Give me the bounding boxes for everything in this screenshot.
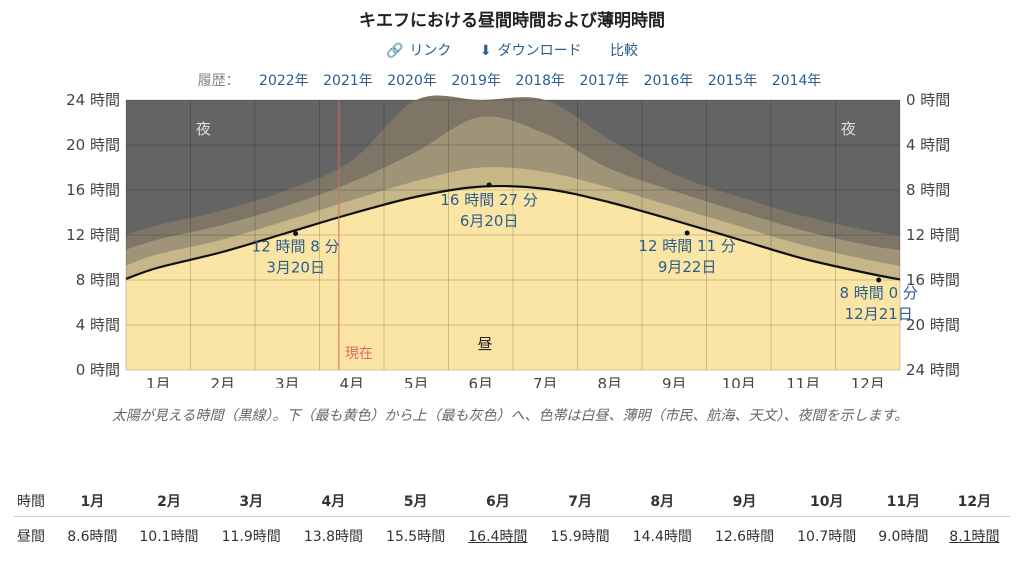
annotation-date: 9月22日 xyxy=(658,258,717,276)
table-cell: 15.9時間 xyxy=(550,529,610,545)
table-header-month: 1月 xyxy=(56,486,128,517)
table-cell: 13.8時間 xyxy=(303,529,363,545)
x-tick-month: 1月 xyxy=(146,375,171,388)
daylight-band xyxy=(126,186,900,370)
x-tick-month: 8月 xyxy=(597,375,622,388)
table-cell: 15.5時間 xyxy=(386,529,446,545)
table-row-label: 昼間 xyxy=(17,529,45,545)
annotation-point xyxy=(684,230,690,236)
daylight-line xyxy=(125,184,901,281)
table-header-month: 12月 xyxy=(938,486,1010,517)
y-tick-left: 0 時間 xyxy=(76,361,120,379)
daylight-chart: 現在 12 時間 8 分 3月20日 16 時間 27 分 6月20日 12 時間 11 … xyxy=(66,91,960,388)
y-tick-left: 4 時間 xyxy=(76,316,120,334)
x-tick-month: 9月 xyxy=(662,375,687,388)
y-tick-right: 12 時間 xyxy=(906,226,960,244)
table-cell: 11.9時間 xyxy=(221,529,281,545)
annotation-date: 6月20日 xyxy=(460,212,519,230)
history-nav: 履歴： 2022年 2021年 2020年 2019年 2018年 2017年 … xyxy=(0,70,1024,90)
table-header-label: 時間 xyxy=(14,486,57,517)
x-tick-month: 6月 xyxy=(468,375,493,388)
x-tick-month: 5月 xyxy=(404,375,429,388)
x-tick-month: 7月 xyxy=(533,375,558,388)
table-header-month: 5月 xyxy=(374,486,457,517)
link-icon: 🔗 xyxy=(385,43,404,59)
history-year-link[interactable]: 2022年 xyxy=(259,73,309,89)
link-button[interactable]: 🔗 リンク xyxy=(386,43,451,59)
table-header-month: 3月 xyxy=(210,486,293,517)
x-tick-month: 10月 xyxy=(722,375,756,388)
table-header-month: 4月 xyxy=(292,486,375,517)
table-header-month: 9月 xyxy=(703,486,786,517)
y-tick-right: 24 時間 xyxy=(906,361,960,379)
table-header-month: 11月 xyxy=(867,486,939,517)
night-label: 夜 xyxy=(196,120,211,138)
x-tick-month: 3月 xyxy=(275,375,300,388)
annotation-duration: 12 時間 11 分 xyxy=(638,237,735,255)
y-tick-left: 24 時間 xyxy=(66,91,120,109)
table-header-month: 7月 xyxy=(538,486,622,517)
annotation-point xyxy=(486,182,492,188)
history-year-link[interactable]: 2017年 xyxy=(579,73,630,89)
y-tick-right: 8 時間 xyxy=(906,181,950,199)
download-label: ダウンロード xyxy=(497,43,582,59)
chart-actions: 🔗 リンク ⬇ ダウンロード 比較 xyxy=(0,40,1024,60)
history-year-link[interactable]: 2014年 xyxy=(771,73,822,89)
day-label: 昼 xyxy=(477,335,492,353)
annotation-point xyxy=(876,277,882,283)
night-label: 夜 xyxy=(841,120,856,138)
table-cell: 9.0時間 xyxy=(878,529,929,545)
download-button[interactable]: ⬇ ダウンロード xyxy=(480,43,582,59)
annotation-duration: 12 時間 8 分 xyxy=(252,238,340,256)
x-tick-month: 2月 xyxy=(210,375,235,388)
daylight-table: 時間 1月 2月 3月 4月 5月 6月 7月 8月 9月 10月 11月 12… xyxy=(14,486,1010,555)
table-header-month: 8月 xyxy=(621,486,704,517)
y-tick-right: 0 時間 xyxy=(906,91,950,109)
annotation-date: 3月20日 xyxy=(266,259,325,277)
table-cell: 10.1時間 xyxy=(139,529,199,545)
table-header-month: 10月 xyxy=(785,486,868,517)
y-tick-left: 20 時間 xyxy=(66,136,120,154)
table-cell: 12.6時間 xyxy=(714,529,775,545)
now-label: 現在 xyxy=(345,346,373,362)
x-tick-month: 12月 xyxy=(851,375,885,388)
table-header-month: 2月 xyxy=(127,486,211,517)
annotation-duration: 8 時間 0 分 xyxy=(840,284,918,302)
table-cell: 14.4時間 xyxy=(632,529,692,545)
history-year-link[interactable]: 2015年 xyxy=(707,73,758,89)
history-year-link[interactable]: 2020年 xyxy=(387,73,437,89)
table-cell: 8.6時間 xyxy=(67,529,118,545)
page-title: キエフにおける昼間時間および薄明時間 xyxy=(359,11,665,31)
table-header-row: 時間 1月 2月 3月 4月 5月 6月 7月 8月 9月 10月 11月 12… xyxy=(14,486,1010,517)
compare-button[interactable]: 比較 xyxy=(610,43,639,59)
annotation-point xyxy=(293,231,299,237)
y-tick-right: 20 時間 xyxy=(906,316,960,334)
history-year-link[interactable]: 2019年 xyxy=(451,73,501,89)
history-label: 履歴： xyxy=(197,73,240,89)
y-tick-right: 4 時間 xyxy=(906,136,950,154)
history-year-link[interactable]: 2016年 xyxy=(643,73,694,89)
x-tick-month: 11月 xyxy=(786,375,820,388)
table-cell: 8.1時間 xyxy=(949,529,1000,545)
download-icon: ⬇ xyxy=(479,43,492,59)
table-cell: 10.7時間 xyxy=(797,529,857,545)
x-tick-month: 4月 xyxy=(339,375,364,388)
chart-caption: 太陽が見える時間（黒線）。下（最も黄色）から上（最も灰色）へ、色帯は白昼、薄明（… xyxy=(111,408,909,424)
y-tick-right: 16 時間 xyxy=(906,271,960,289)
table-cell: 16.4時間 xyxy=(468,529,528,545)
table-header-month: 6月 xyxy=(456,486,539,517)
link-label: リンク xyxy=(409,43,452,59)
y-tick-left: 16 時間 xyxy=(66,181,120,199)
annotation-duration: 16 時間 27 分 xyxy=(440,191,537,209)
y-tick-left: 8 時間 xyxy=(76,271,120,289)
y-tick-left: 12 時間 xyxy=(66,226,120,244)
table-row: 昼間 8.6時間 10.1時間 11.9時間 13.8時間 15.5時間 16.… xyxy=(14,517,1010,556)
history-year-link[interactable]: 2018年 xyxy=(515,73,566,89)
history-year-link[interactable]: 2021年 xyxy=(323,73,373,89)
annotation-date: 12月21日 xyxy=(845,305,913,323)
